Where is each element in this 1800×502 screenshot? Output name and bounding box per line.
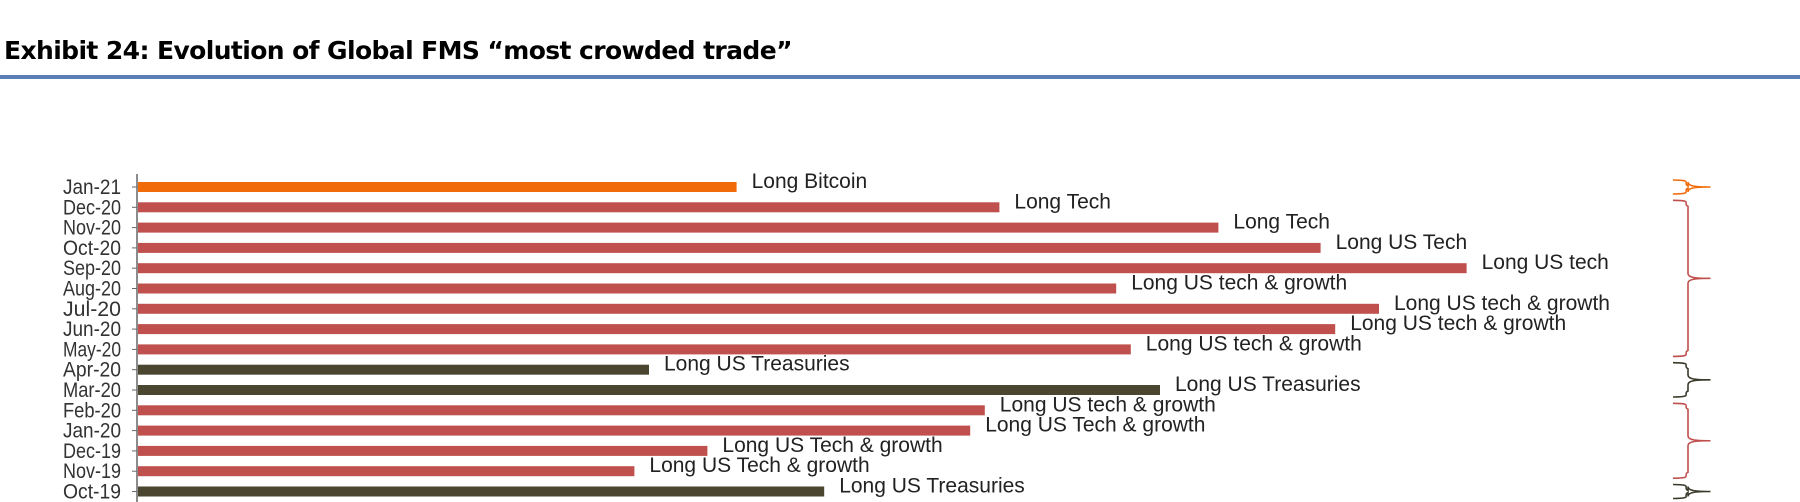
title-divider bbox=[0, 75, 1800, 79]
y-tick-label: Jul-20 bbox=[63, 298, 121, 321]
bar bbox=[138, 466, 635, 477]
bar bbox=[138, 405, 985, 416]
bar-label: Long US Tech bbox=[1336, 231, 1468, 254]
y-tick-label: Aug-20 bbox=[63, 278, 121, 301]
bar bbox=[138, 445, 708, 456]
bar-label: Long US Treasuries bbox=[1175, 373, 1361, 396]
bar bbox=[138, 364, 649, 375]
bar bbox=[138, 486, 825, 497]
bar-label: Long Tech bbox=[1014, 190, 1111, 213]
bar-label: Long US tech & growth bbox=[1146, 332, 1362, 355]
bar-label: Long Bitcoin bbox=[752, 170, 868, 193]
bar-label: Long US tech & growth bbox=[1350, 312, 1566, 335]
y-tick-label: Sep-20 bbox=[63, 257, 121, 280]
y-tick-label: Jan-20 bbox=[63, 420, 121, 443]
y-tick-label: Jan-21 bbox=[63, 176, 121, 199]
group-bracket bbox=[1672, 361, 1711, 398]
y-tick-label: Feb-20 bbox=[63, 399, 121, 422]
bar-label: Long US Treasuries bbox=[664, 353, 850, 376]
group-bracket bbox=[1672, 483, 1711, 500]
y-tick-label: Dec-20 bbox=[63, 196, 121, 219]
bar bbox=[138, 242, 1321, 253]
bar bbox=[138, 344, 1131, 355]
bar bbox=[138, 263, 1467, 274]
bar bbox=[138, 182, 737, 192]
group-bracket bbox=[1672, 199, 1711, 358]
bar bbox=[138, 303, 1379, 314]
bar bbox=[138, 222, 1219, 233]
bar bbox=[138, 385, 1160, 395]
bar-label: Long US tech & growth bbox=[1394, 292, 1610, 315]
y-tick-label: Nov-19 bbox=[63, 460, 121, 483]
bar-label: Long US tech & growth bbox=[1131, 272, 1347, 295]
bar-label: Long Tech bbox=[1233, 211, 1330, 234]
bar bbox=[138, 425, 971, 436]
bar bbox=[138, 324, 1336, 335]
y-tick-label: Mar-20 bbox=[63, 379, 121, 402]
chart-title: Exhibit 24: Evolution of Global FMS “mos… bbox=[4, 36, 793, 65]
bar-label: Long US Tech & growth bbox=[649, 454, 869, 477]
y-tick-label: Apr-20 bbox=[63, 359, 121, 382]
bar bbox=[138, 202, 1000, 213]
y-tick-label: Oct-19 bbox=[63, 481, 121, 502]
bar-label: Long US Tech & growth bbox=[722, 434, 942, 457]
y-tick-label: May-20 bbox=[63, 338, 121, 361]
group-bracket bbox=[1672, 179, 1711, 195]
bar-label: Long US tech & growth bbox=[1000, 393, 1216, 416]
bar-label: Long US Treasuries bbox=[839, 475, 1025, 498]
y-tick-label: Dec-19 bbox=[63, 440, 121, 463]
y-tick-label: Oct-20 bbox=[63, 237, 121, 260]
y-tick-label: Jun-20 bbox=[63, 318, 121, 341]
bar bbox=[138, 283, 1117, 294]
bar-label: Long US Tech & growth bbox=[985, 414, 1205, 437]
group-bracket bbox=[1672, 402, 1711, 479]
y-tick-label: Nov-20 bbox=[63, 217, 121, 240]
bar-label: Long US tech bbox=[1482, 251, 1609, 274]
